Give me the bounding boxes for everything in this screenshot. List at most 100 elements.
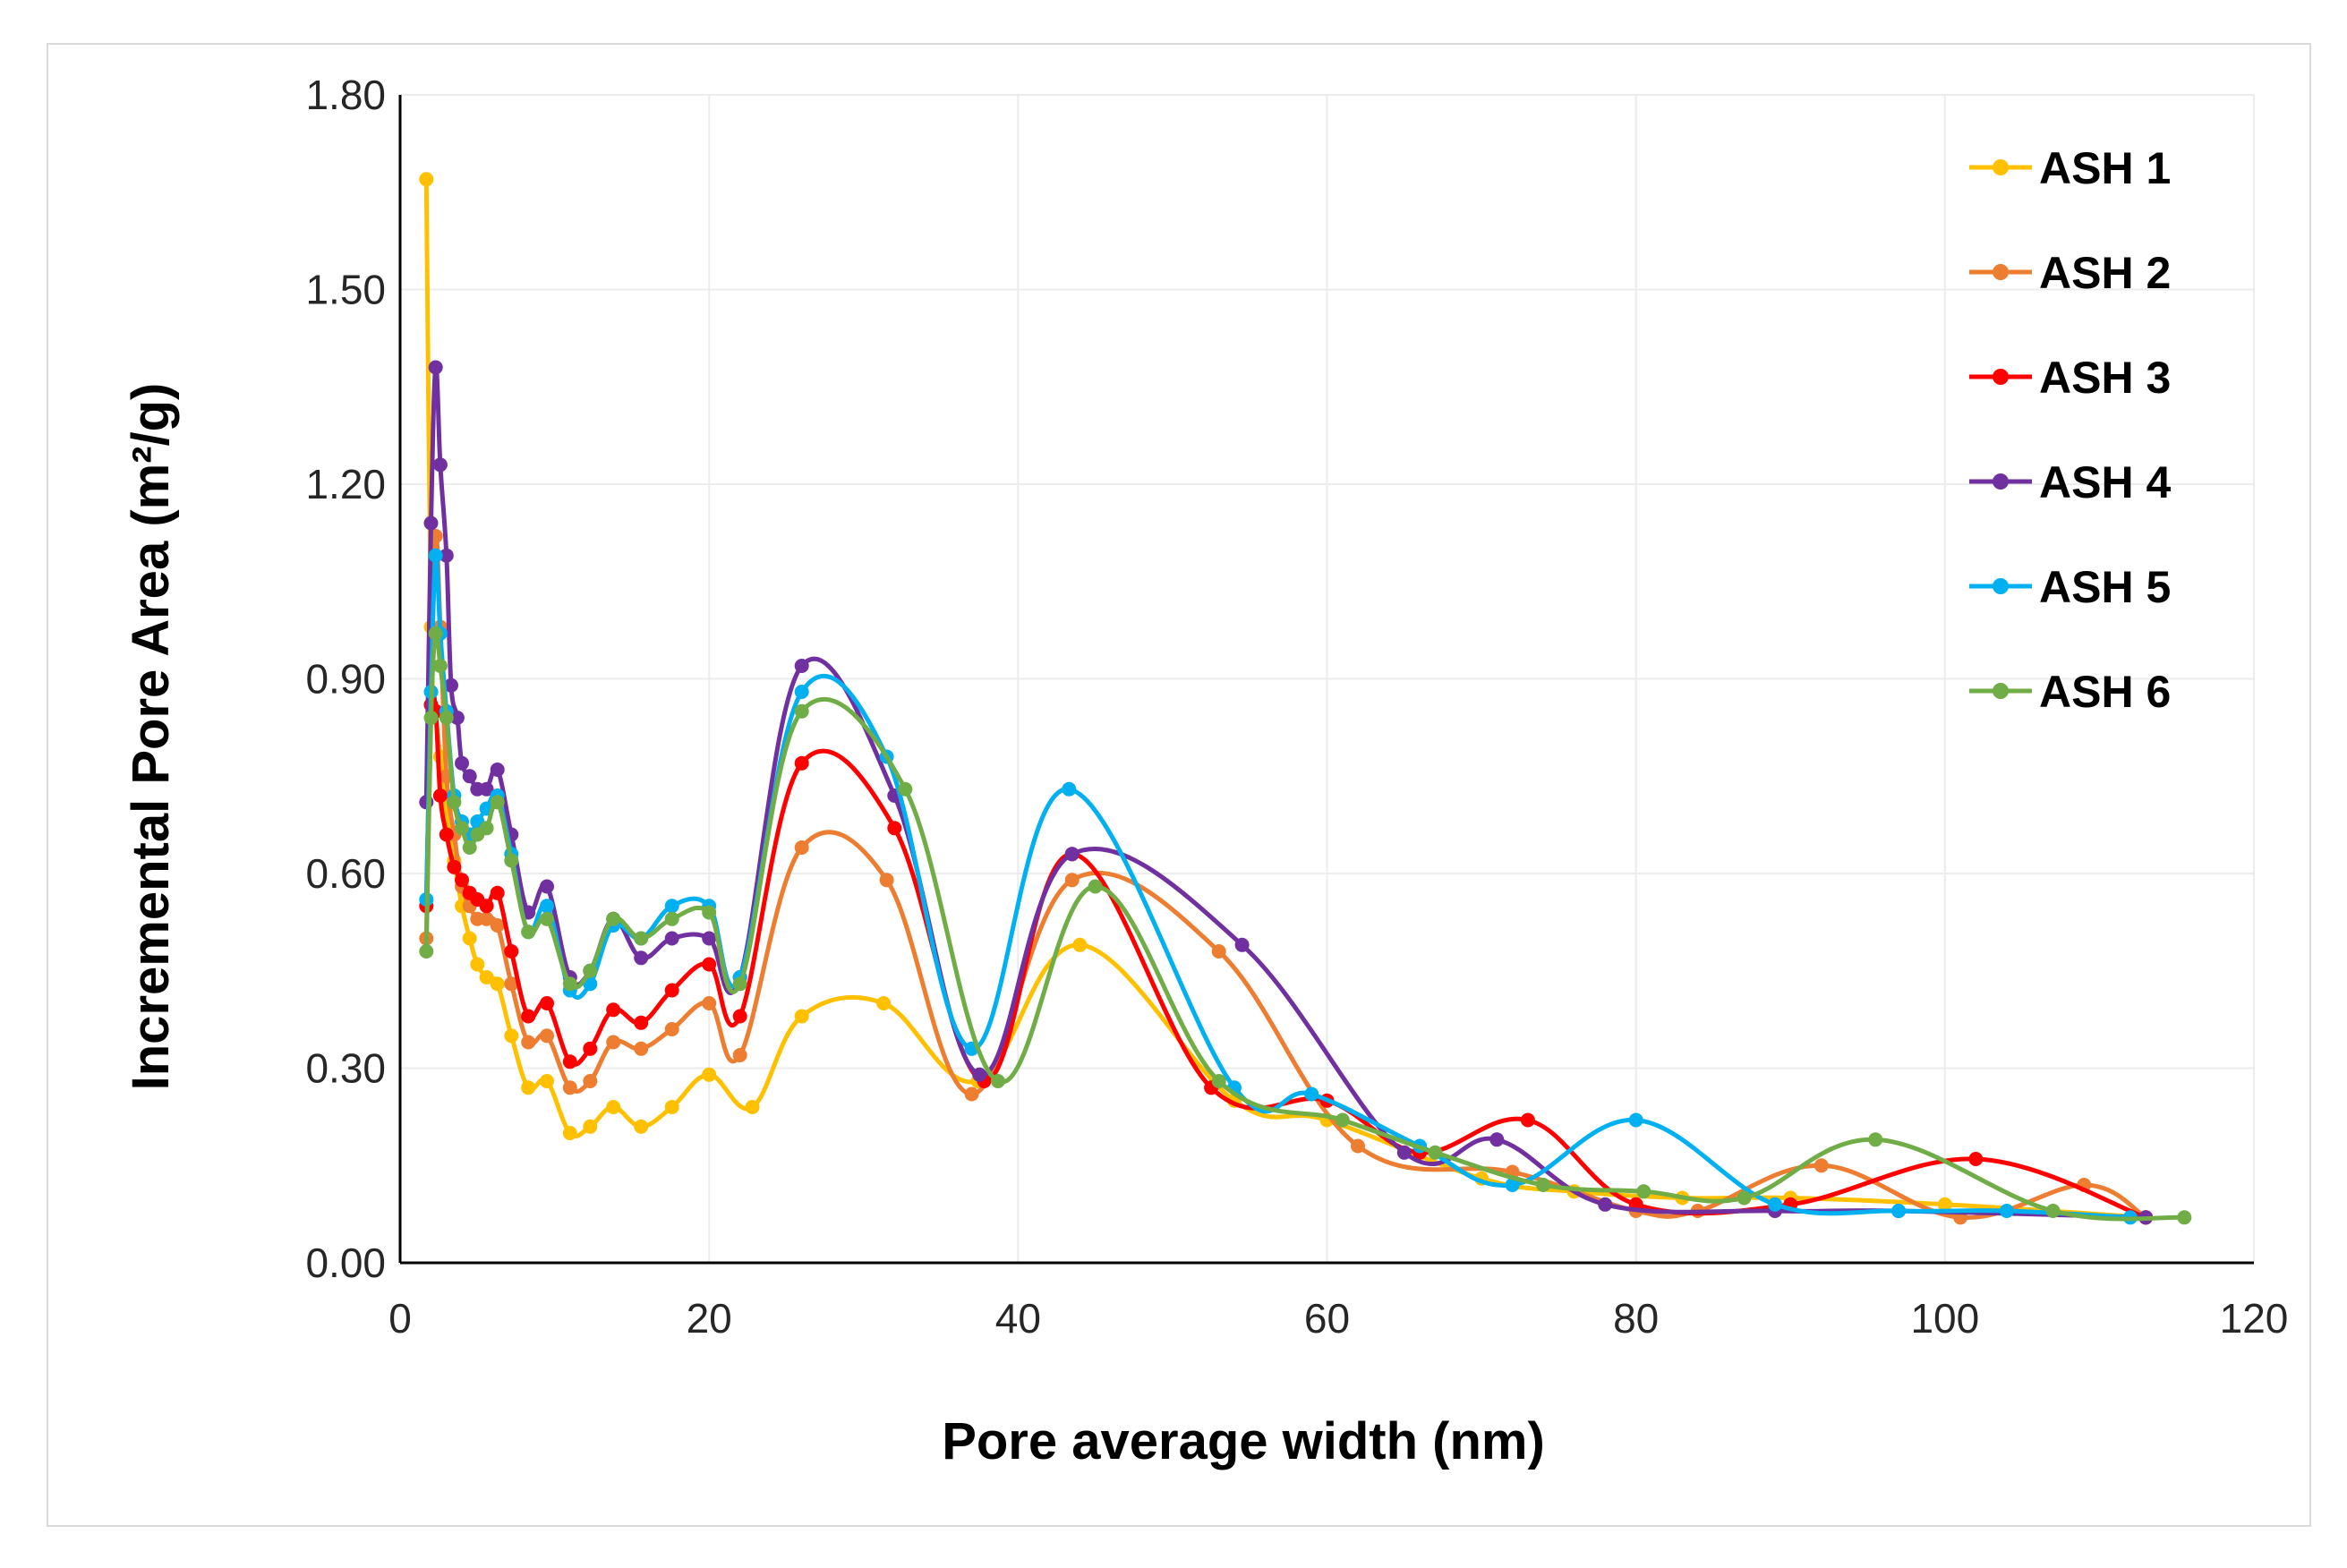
data-point [1304, 1087, 1319, 1102]
data-point [444, 677, 458, 693]
data-point [1211, 944, 1226, 959]
data-point [606, 1002, 621, 1018]
data-point [521, 1080, 536, 1095]
data-point [664, 1100, 679, 1114]
data-point [462, 840, 477, 855]
legend-label: ASH 4 [2039, 457, 2171, 507]
legend-swatch-marker [1993, 264, 2009, 280]
data-point [1062, 781, 1077, 797]
series-ash-6 [419, 626, 2192, 1225]
data-point [964, 1087, 979, 1102]
data-point [2045, 1204, 2061, 1218]
y-tick-label: 1.80 [305, 72, 386, 118]
legend-label: ASH 6 [2039, 667, 2171, 717]
data-point [562, 1080, 577, 1095]
data-point [521, 1035, 536, 1050]
data-point [664, 983, 679, 998]
data-point [887, 821, 902, 836]
data-point [1768, 1197, 1782, 1212]
data-point [432, 659, 448, 673]
data-point [562, 1126, 577, 1140]
data-point [1489, 1132, 1505, 1147]
data-point [1428, 1145, 1443, 1160]
data-point [634, 1041, 649, 1056]
data-point [664, 911, 679, 926]
data-point [479, 781, 494, 797]
legend-item: ASH 6 [1969, 667, 2171, 717]
data-point [419, 172, 434, 187]
data-point [606, 1035, 621, 1050]
data-point [479, 899, 494, 914]
legend-item: ASH 1 [1969, 143, 2171, 193]
data-point [732, 1048, 747, 1062]
y-tick-label: 1.50 [305, 267, 386, 313]
data-point [1088, 879, 1103, 894]
data-point [1937, 1197, 1952, 1212]
data-point [702, 1067, 717, 1082]
data-point [1814, 1158, 1829, 1173]
data-point [745, 1100, 760, 1114]
data-point [732, 1009, 747, 1024]
data-point [794, 659, 809, 673]
data-point [479, 911, 494, 926]
data-point [521, 925, 536, 940]
legend-label: ASH 5 [2039, 562, 2171, 612]
data-point [1636, 1184, 1651, 1199]
data-point [504, 1028, 519, 1044]
y-tick-label: 1.20 [305, 461, 386, 507]
data-point [462, 769, 477, 784]
data-point [972, 1067, 987, 1082]
data-point [794, 755, 809, 771]
data-point [702, 996, 717, 1010]
data-point [439, 827, 454, 842]
series-lines [419, 172, 2192, 1225]
data-point [2177, 1210, 2192, 1225]
y-axis-title: Incremental Pore Area (m²/g) [122, 383, 180, 1091]
x-tick-label: 20 [687, 1295, 732, 1342]
x-axis-title: Pore average width (nm) [942, 1412, 1545, 1470]
legend-swatch-marker [1993, 473, 2009, 490]
legend-swatch-marker [1993, 683, 2009, 699]
series-line [423, 685, 2148, 1220]
data-point [479, 970, 494, 984]
data-point [439, 711, 454, 725]
data-point [1536, 1178, 1551, 1192]
data-point [606, 911, 621, 926]
data-point [583, 1119, 598, 1134]
data-point [794, 703, 809, 719]
data-point [876, 996, 892, 1010]
data-point [794, 1009, 809, 1024]
data-point [428, 360, 443, 375]
data-point [664, 899, 679, 914]
data-point [504, 944, 519, 959]
data-point [490, 918, 505, 933]
data-point [1737, 1190, 1752, 1206]
y-tick-label: 0.90 [305, 656, 386, 703]
data-point [1335, 1112, 1350, 1128]
data-point [449, 711, 465, 725]
x-tick-label: 120 [2220, 1295, 2289, 1342]
data-point [1598, 1197, 1613, 1212]
legend: ASH 1 ASH 2 ASH 3 ASH 4 ASH 5 ASH 6 [1969, 143, 2171, 717]
data-point [562, 1054, 577, 1069]
data-point [562, 976, 577, 992]
data-point [428, 626, 443, 641]
legend-item: ASH 5 [1969, 562, 2171, 612]
data-point [439, 548, 454, 563]
series-ash-4 [419, 360, 2154, 1225]
data-point [583, 1074, 598, 1088]
legend-item: ASH 2 [1969, 248, 2171, 298]
x-tick-label: 100 [1910, 1295, 1979, 1342]
data-point [1351, 1138, 1365, 1154]
data-point [540, 911, 554, 926]
data-point [1211, 1074, 1226, 1088]
data-point [634, 1119, 649, 1134]
data-point [1999, 1204, 2014, 1218]
data-point [490, 885, 505, 900]
data-point [1072, 937, 1088, 952]
data-point [1891, 1204, 1907, 1218]
data-point [504, 853, 519, 868]
data-point [1628, 1112, 1643, 1128]
x-tick-label: 0 [388, 1295, 412, 1342]
